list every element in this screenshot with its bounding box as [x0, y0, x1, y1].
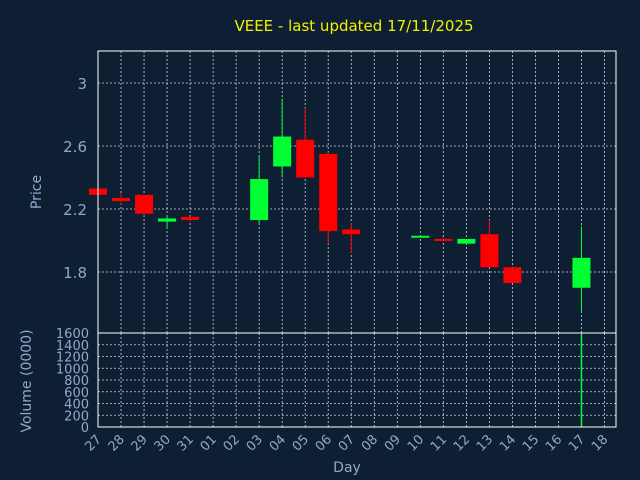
- x-tick-label: 30: [152, 432, 174, 454]
- x-tick-label: 04: [267, 432, 289, 454]
- candle-body: [158, 218, 177, 222]
- volume-tick-label: 200: [64, 409, 89, 424]
- volume-tick-label: 1000: [56, 362, 89, 377]
- candle-body: [250, 179, 269, 221]
- candle-body: [457, 238, 476, 244]
- candle-body: [342, 229, 361, 235]
- candle-03: [250, 157, 269, 225]
- candle-28: [112, 193, 131, 205]
- candle-13: [480, 220, 499, 268]
- volume-tick-label: 400: [64, 398, 89, 413]
- candles: [89, 98, 591, 312]
- price-panel: 3 2.6 2.2 1.8: [63, 50, 617, 334]
- x-tick-label: 16: [543, 432, 565, 454]
- candle-body: [480, 234, 499, 268]
- volume-axis-label: Volume (0000): [19, 329, 35, 432]
- price-tick-label: 2.6: [63, 138, 87, 156]
- candle-29: [135, 194, 154, 216]
- candle-body: [572, 257, 591, 288]
- x-tick-label: 09: [382, 432, 404, 454]
- x-tick-label: 31: [175, 432, 197, 454]
- candle-30: [158, 216, 177, 228]
- x-tick-label: 13: [474, 432, 496, 454]
- volume-tick-label: 1200: [56, 351, 89, 366]
- volume-bars: [281, 334, 583, 428]
- candle-body: [411, 235, 430, 238]
- x-tick-label: 17: [566, 432, 588, 454]
- x-tick-label: 12: [451, 432, 473, 454]
- candle-17: [572, 226, 591, 312]
- price-tick-label: 2.2: [63, 201, 87, 219]
- candle-body: [273, 136, 292, 167]
- x-tick-label: 15: [520, 432, 542, 454]
- x-tick-label: 18: [589, 432, 611, 454]
- volume-tick-label: 800: [64, 374, 89, 389]
- volume-frame: [97, 332, 617, 428]
- x-tick-label: 03: [244, 432, 266, 454]
- candle-body: [296, 139, 315, 178]
- candle-body: [112, 197, 131, 202]
- candle-body: [181, 216, 200, 221]
- candle-11: [434, 237, 453, 243]
- x-tick-label: 06: [313, 432, 335, 454]
- price-tick-labels: 3 2.6 2.2 1.8: [63, 75, 87, 282]
- x-tick-label: 05: [290, 432, 312, 454]
- x-tick-label: 08: [359, 432, 381, 454]
- x-tick-label: 07: [336, 432, 358, 454]
- candle-14: [503, 267, 522, 284]
- price-tick-label: 3: [77, 75, 87, 93]
- x-tick-label: 29: [129, 432, 151, 454]
- candle-06: [319, 152, 338, 244]
- price-axis-label: Price: [29, 175, 45, 209]
- x-tick-label: 01: [198, 432, 220, 454]
- chart-title: VEEE - last updated 17/11/2025: [234, 17, 473, 35]
- candle-12: [457, 238, 476, 244]
- candle-07: [342, 223, 361, 254]
- candle-body: [319, 153, 338, 232]
- candle-31: [181, 216, 200, 222]
- volume-tick-label: 0: [81, 421, 89, 436]
- volume-tick-label: 1400: [56, 339, 89, 354]
- x-tick-label: 02: [221, 432, 243, 454]
- candle-body: [503, 267, 522, 284]
- volume-gridlines: [98, 333, 616, 427]
- candle-10: [411, 235, 430, 238]
- candle-05: [296, 108, 315, 178]
- price-gridlines: [98, 51, 616, 333]
- volume-tick-label: 1600: [56, 327, 89, 342]
- price-frame: [97, 50, 617, 334]
- price-tick-label: 1.8: [63, 264, 87, 282]
- volume-tick-label: 600: [64, 386, 89, 401]
- volume-bar-17: [580, 334, 583, 427]
- x-tick-label: 10: [405, 432, 427, 454]
- x-tick-label: 14: [497, 432, 519, 454]
- candle-body: [135, 194, 154, 214]
- x-axis-label: Day: [333, 460, 361, 476]
- candle-04: [273, 98, 292, 178]
- candle-body: [434, 238, 453, 241]
- x-tick-label: 28: [106, 432, 128, 454]
- x-tick-label: 11: [428, 432, 450, 454]
- x-tick-labels: 27 28 29 30 31 01 02 03 04 05 06 07 08 09 10 11 12 13 14 15…: [83, 432, 612, 454]
